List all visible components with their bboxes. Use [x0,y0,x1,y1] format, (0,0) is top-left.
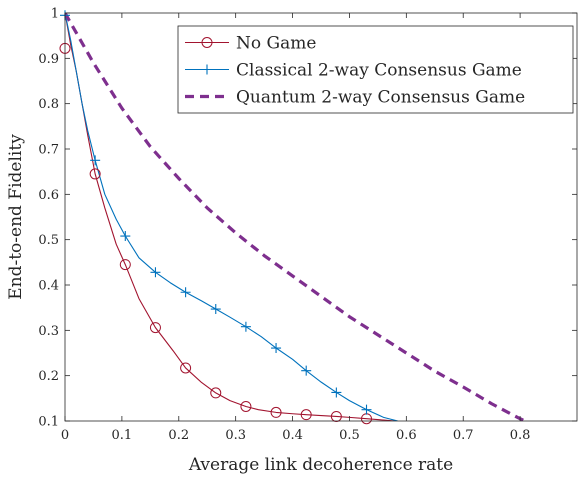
x-axis-label: Average link decoherence rate [188,455,453,475]
legend-box [177,25,574,114]
series-line-2 [65,13,529,421]
y-tick-label: 0.9 [38,52,59,67]
data-point-circle [89,168,101,180]
x-tick-label: 0.3 [225,428,246,443]
legend: No Game Classical 2-way Consensus Game Qua… [177,25,574,114]
data-point-circle [119,259,131,271]
legend-label-2: Quantum 2-way Consensus Game [236,88,525,108]
marker-layer [59,10,373,425]
data-point-circle [180,362,192,374]
data-point-plus [331,387,342,398]
plot-frame [64,12,578,422]
data-point-plus [210,304,221,315]
data-point-circle [210,387,222,399]
x-tick-label: 0 [61,428,69,443]
y-axis-label: End-to-end Fidelity [6,134,26,300]
y-tick-label: 0.1 [38,415,59,430]
data-point-plus [120,231,131,242]
x-tick-label: 0.7 [453,428,474,443]
y-tick-label: 0.2 [38,369,59,384]
y-tick-label: 0.4 [38,279,59,294]
x-tick-label: 0.8 [510,428,531,443]
data-point-circle [149,322,161,334]
data-point-plus [271,343,282,354]
x-tick-label: 0.1 [112,428,133,443]
legend-label-1: Classical 2-way Consensus Game [236,61,522,81]
x-tick-label: 0.5 [339,428,360,443]
y-tick-label: 0.8 [38,97,59,112]
data-point-circle [270,406,282,418]
data-point-plus [150,267,161,278]
y-tick-label: 0.6 [38,188,59,203]
ticks-layer: 0 0.1 0.2 0.3 0.4 0.5 0.6 0.7 0.80.10.20.30.40.5… [38,7,577,443]
data-point-circle [300,409,312,421]
data-point-plus [361,404,372,415]
data-point-plus [90,155,101,166]
legend-marker-circle [201,37,213,48]
y-tick-label: 0.7 [38,143,59,158]
y-tick-label: 1 [51,7,59,22]
y-tick-label: 0.5 [38,233,59,248]
data-point-plus [301,365,312,376]
legend-label-0: No Game [236,34,316,54]
x-tick-label: 0.4 [282,428,303,443]
data-point-plus [180,287,191,298]
series-line-1 [65,13,398,421]
data-point-circle [330,410,342,422]
data-point-plus [240,321,251,332]
legend-marker-plus [202,64,212,75]
y-tick-label: 0.3 [38,324,59,339]
data-point-circle [240,400,252,412]
x-tick-label: 0.2 [168,428,189,443]
x-tick-label: 0.6 [396,428,417,443]
